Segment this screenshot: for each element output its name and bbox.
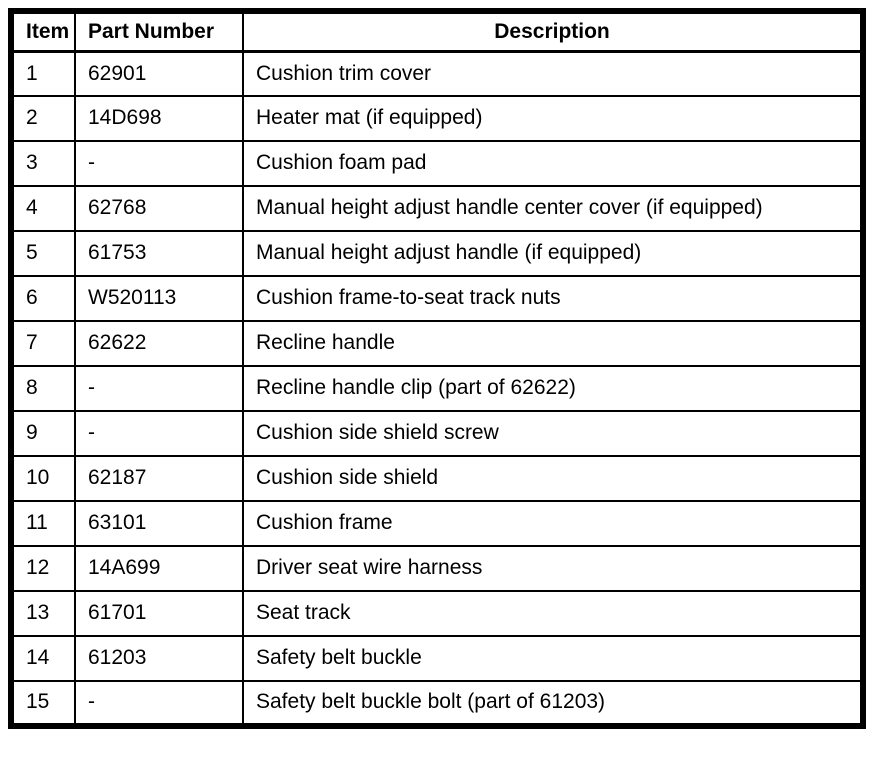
- item-cell: 8: [10, 365, 76, 412]
- description-cell: Cushion frame: [242, 500, 864, 547]
- item-cell: 6: [10, 275, 76, 322]
- column-header-part-number: Part Number: [74, 10, 244, 53]
- table-row: 7 62622 Recline handle: [10, 320, 864, 367]
- part-number-cell: W520113: [74, 275, 244, 322]
- item-cell: 5: [10, 230, 76, 277]
- description-cell: Cushion trim cover: [242, 50, 864, 97]
- part-number-cell: 61203: [74, 635, 244, 682]
- part-number-cell: 14D698: [74, 95, 244, 142]
- table-row: 5 61753 Manual height adjust handle (if …: [10, 230, 864, 277]
- item-cell: 11: [10, 500, 76, 547]
- description-cell: Cushion foam pad: [242, 140, 864, 187]
- item-cell: 14: [10, 635, 76, 682]
- part-number-cell: -: [74, 680, 244, 727]
- part-number-cell: -: [74, 410, 244, 457]
- description-cell: Cushion side shield: [242, 455, 864, 502]
- item-cell: 12: [10, 545, 76, 592]
- table-row: 6 W520113 Cushion frame-to-seat track nu…: [10, 275, 864, 322]
- part-number-cell: -: [74, 365, 244, 412]
- part-number-cell: 62768: [74, 185, 244, 232]
- part-number-cell: 62622: [74, 320, 244, 367]
- item-cell: 4: [10, 185, 76, 232]
- item-cell: 15: [10, 680, 76, 727]
- description-cell: Manual height adjust handle center cover…: [242, 185, 864, 232]
- description-cell: Safety belt buckle: [242, 635, 864, 682]
- description-cell: Cushion side shield screw: [242, 410, 864, 457]
- column-header-description: Description: [242, 10, 864, 53]
- item-cell: 13: [10, 590, 76, 637]
- part-number-cell: -: [74, 140, 244, 187]
- table-row: 1 62901 Cushion trim cover: [10, 50, 864, 97]
- parts-table: Item Part Number Description 1 62901 Cus…: [8, 8, 866, 729]
- part-number-cell: 62187: [74, 455, 244, 502]
- column-header-item: Item: [10, 10, 76, 53]
- item-cell: 9: [10, 410, 76, 457]
- part-number-cell: 61753: [74, 230, 244, 277]
- description-cell: Safety belt buckle bolt (part of 61203): [242, 680, 864, 727]
- description-cell: Driver seat wire harness: [242, 545, 864, 592]
- description-cell: Recline handle clip (part of 62622): [242, 365, 864, 412]
- description-cell: Recline handle: [242, 320, 864, 367]
- part-number-cell: 61701: [74, 590, 244, 637]
- table-row: 8 - Recline handle clip (part of 62622): [10, 365, 864, 412]
- table-row: 4 62768 Manual height adjust handle cent…: [10, 185, 864, 232]
- part-number-cell: 62901: [74, 50, 244, 97]
- table-row: 3 - Cushion foam pad: [10, 140, 864, 187]
- description-cell: Seat track: [242, 590, 864, 637]
- table-row: 12 14A699 Driver seat wire harness: [10, 545, 864, 592]
- table-body: 1 62901 Cushion trim cover 2 14D698 Heat…: [10, 50, 864, 727]
- part-number-cell: 14A699: [74, 545, 244, 592]
- item-cell: 1: [10, 50, 76, 97]
- table-header-row: Item Part Number Description: [10, 10, 864, 53]
- item-cell: 7: [10, 320, 76, 367]
- table-row: 10 62187 Cushion side shield: [10, 455, 864, 502]
- table-row: 9 - Cushion side shield screw: [10, 410, 864, 457]
- table-row: 2 14D698 Heater mat (if equipped): [10, 95, 864, 142]
- description-cell: Manual height adjust handle (if equipped…: [242, 230, 864, 277]
- table-row: 11 63101 Cushion frame: [10, 500, 864, 547]
- description-cell: Heater mat (if equipped): [242, 95, 864, 142]
- table-row: 15 - Safety belt buckle bolt (part of 61…: [10, 680, 864, 727]
- part-number-cell: 63101: [74, 500, 244, 547]
- table-row: 14 61203 Safety belt buckle: [10, 635, 864, 682]
- description-cell: Cushion frame-to-seat track nuts: [242, 275, 864, 322]
- table-row: 13 61701 Seat track: [10, 590, 864, 637]
- item-cell: 3: [10, 140, 76, 187]
- table-header: Item Part Number Description: [10, 10, 864, 53]
- item-cell: 2: [10, 95, 76, 142]
- item-cell: 10: [10, 455, 76, 502]
